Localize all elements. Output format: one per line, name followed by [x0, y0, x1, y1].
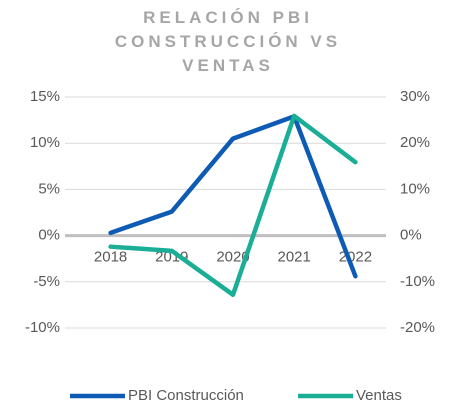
y-tick-label: -5%: [33, 273, 60, 290]
y-tick-label: 5%: [38, 180, 60, 197]
chart-title: RELACIÓN PBI CONSTRUCCIÓN VS VENTAS: [114, 8, 342, 75]
x-tick-label: 2018: [94, 249, 127, 266]
y-tick-label: -10%: [25, 319, 60, 336]
y-tick-label: 15%: [30, 88, 60, 105]
y2-tick-label: 10%: [400, 180, 430, 197]
y-tick-label: 10%: [30, 134, 60, 151]
x-tick-label: 2020: [216, 249, 249, 266]
legend-label: PBI Construcción: [128, 387, 244, 404]
x-tick-label: 2021: [278, 249, 311, 266]
series-line: [108, 113, 358, 297]
y2-tick-label: 20%: [400, 134, 430, 151]
x-tick-label: 2019: [155, 249, 188, 266]
y2-tick-label: 30%: [400, 88, 430, 105]
y2-tick-label: -10%: [400, 273, 435, 290]
y2-tick-label: -20%: [400, 319, 435, 336]
series-line: [108, 114, 358, 279]
y-tick-label: 0%: [38, 227, 60, 244]
y2-tick-label: 0%: [400, 227, 422, 244]
legend-label: Ventas: [356, 387, 402, 404]
